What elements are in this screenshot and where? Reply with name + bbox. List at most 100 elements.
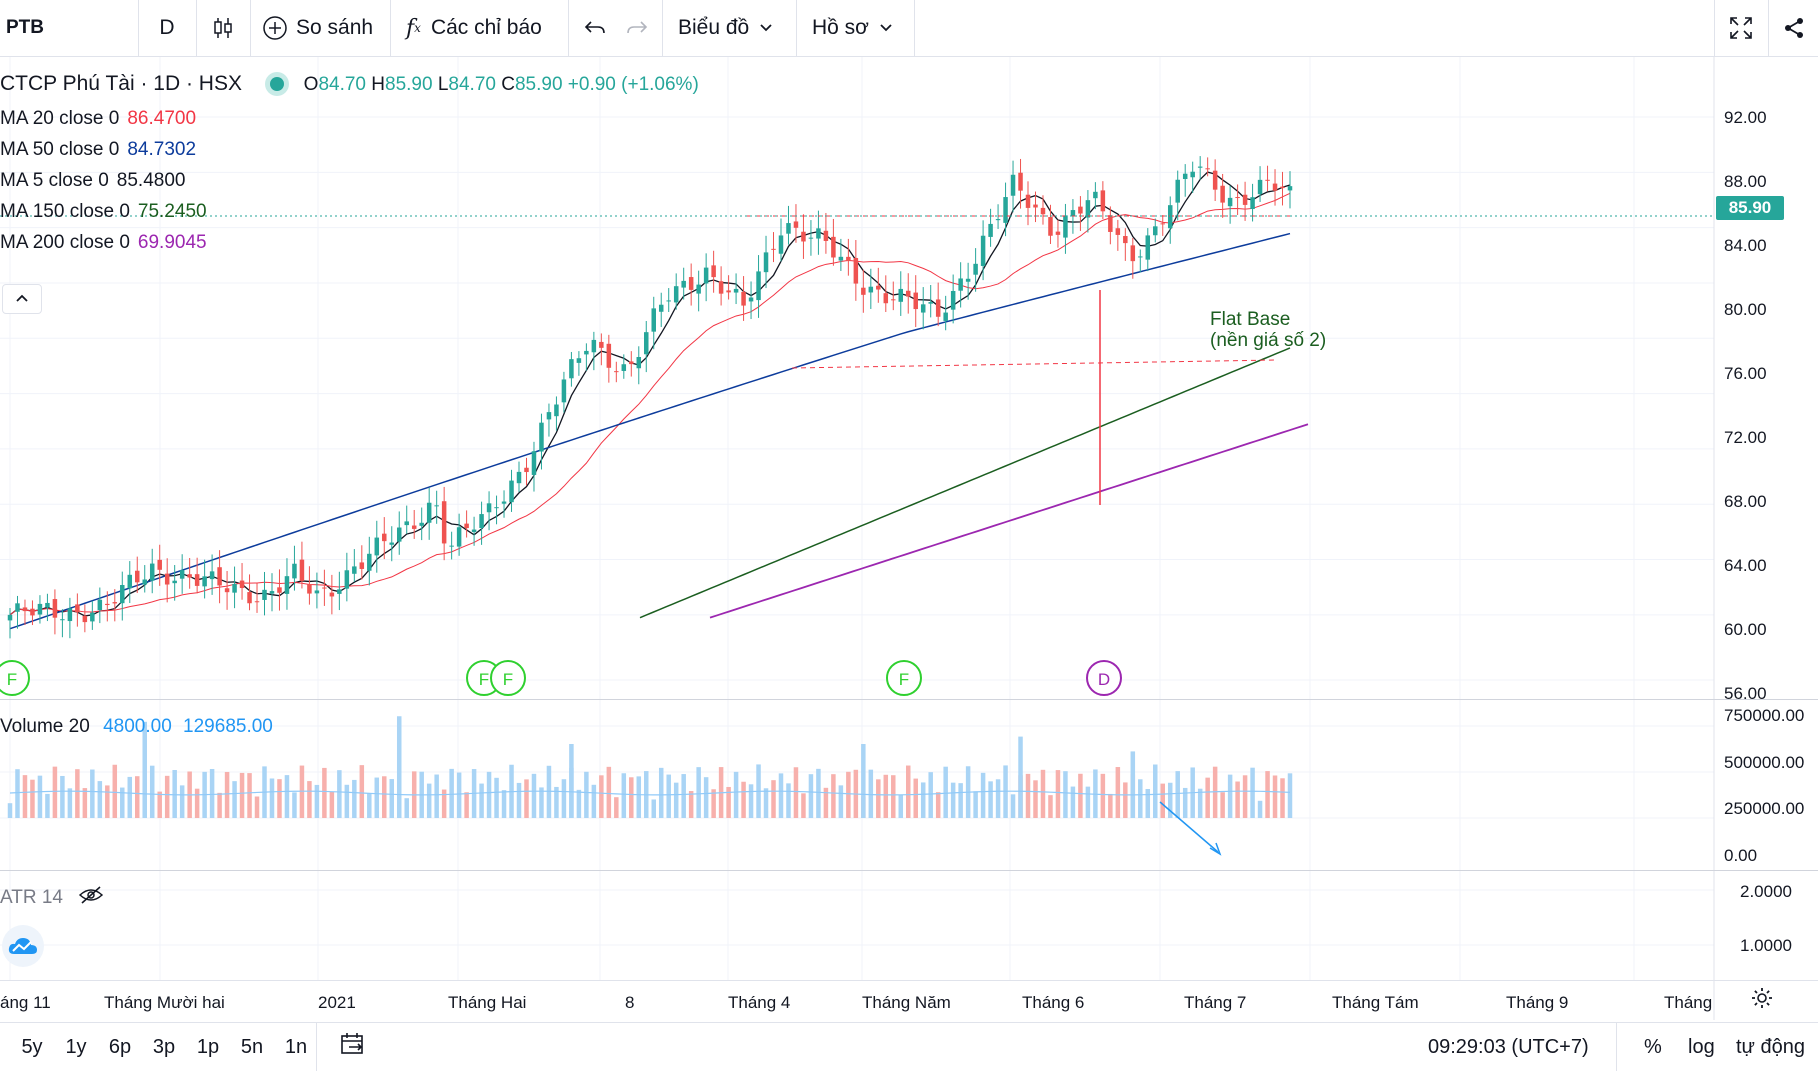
undo-button[interactable] — [578, 0, 612, 56]
atr-label[interactable]: ATR 14 — [0, 887, 64, 909]
candle-body — [382, 533, 387, 542]
candle-body — [711, 265, 716, 278]
indicators-label: Các chỉ báo — [430, 16, 542, 39]
volume-bar — [1123, 782, 1128, 818]
auto-scale-button[interactable]: tự động — [1736, 1023, 1805, 1071]
candle-body — [606, 343, 612, 368]
time-tick-label: Tháng Năm — [862, 993, 951, 1012]
share-icon — [1782, 16, 1806, 40]
volume-bar — [861, 744, 866, 818]
candle-body — [920, 304, 926, 313]
flat-base-annotation[interactable]: Flat Base (nền giá số 2) — [1210, 309, 1326, 351]
ma-legend-item[interactable]: MA 20 close 0 86.4700 — [0, 108, 196, 130]
ma-legend-item[interactable]: MA 5 close 0 85.4800 — [0, 170, 185, 192]
range-button-5y[interactable]: 5y — [21, 1035, 43, 1058]
candle-body — [172, 580, 177, 584]
compare-button[interactable]: So sánh — [262, 0, 382, 56]
volume-bar — [434, 774, 439, 818]
candle-body — [913, 292, 918, 310]
hidden-eye-icon[interactable] — [78, 886, 104, 910]
interval-button[interactable]: D — [140, 0, 194, 56]
ma-legend-item[interactable]: MA 50 close 0 84.7302 — [0, 139, 196, 161]
volume-bar — [696, 767, 701, 818]
volume-bar — [37, 775, 43, 818]
collapse-legend-button[interactable] — [2, 284, 42, 314]
volume-bar — [599, 775, 604, 818]
chart-settings-button[interactable] — [1750, 986, 1774, 1015]
volume-bar — [52, 766, 58, 818]
candle-body — [935, 299, 941, 317]
candle-body — [853, 257, 859, 284]
volume-bar — [284, 775, 290, 818]
range-button-3p[interactable]: 3p — [152, 1035, 176, 1058]
fullscreen-button[interactable] — [1716, 0, 1766, 56]
volume-bar — [1138, 779, 1143, 818]
chevron-down-icon — [879, 23, 893, 33]
range-button-1n[interactable]: 1n — [284, 1035, 308, 1058]
range-button-1p[interactable]: 1p — [196, 1035, 220, 1058]
symbol-title[interactable]: CTCP Phú Tài · 1D · HSX — [0, 72, 242, 95]
pane-separator[interactable] — [0, 699, 1818, 700]
ma-legend-item[interactable]: MA 200 close 0 69.9045 — [0, 232, 207, 254]
price-tick-label: 92.00 — [1724, 108, 1767, 127]
candle-body — [30, 608, 35, 616]
redo-button[interactable] — [620, 0, 654, 56]
volume-bar — [973, 791, 978, 818]
candle-body — [120, 585, 125, 604]
volume-bar — [1100, 773, 1106, 818]
interval-label: D — [159, 16, 175, 39]
candle-body — [1108, 215, 1113, 232]
ma-value: 86.4700 — [127, 108, 197, 129]
high-value: 85.90 — [385, 74, 433, 95]
pane-separator[interactable] — [0, 870, 1818, 871]
volume-bar — [1130, 751, 1136, 818]
candle-body — [950, 290, 956, 310]
range-button-6p[interactable]: 6p — [108, 1035, 132, 1058]
candle-body — [958, 278, 963, 291]
symbol-search[interactable]: PTB — [6, 0, 136, 56]
log-scale-button[interactable]: log — [1688, 1023, 1715, 1071]
annotation-line-1: Flat Base — [1210, 309, 1291, 330]
candle-body — [1257, 179, 1263, 195]
volume-bar — [269, 778, 275, 818]
volume-bar — [307, 781, 312, 818]
volume-bar — [898, 795, 904, 818]
range-button-5n[interactable]: 5n — [240, 1035, 264, 1058]
range-buttons: 5y 1y 6p 3p 1p 5n 1n — [0, 1023, 318, 1071]
chart-grid — [0, 57, 1714, 980]
share-button[interactable] — [1770, 0, 1818, 56]
event-marker-label: F — [7, 670, 17, 689]
volume-bar — [352, 779, 357, 818]
percent-label: % — [1644, 1035, 1662, 1058]
candle-body — [52, 599, 58, 618]
price-tick-label: 76.00 — [1724, 364, 1767, 383]
candle-body — [82, 615, 88, 623]
volume-bar — [254, 796, 260, 818]
volume-bar — [1197, 788, 1203, 818]
volume-bar — [120, 787, 125, 818]
chart-type-dropdown[interactable]: Biểu đồ — [678, 0, 788, 56]
tradingview-logo[interactable] — [2, 925, 44, 967]
volume-bar — [748, 784, 754, 818]
candle-body — [644, 332, 649, 355]
ma-legend-item[interactable]: MA 150 close 0 75.2450 — [0, 201, 207, 223]
volume-bar — [950, 782, 956, 818]
volume-bar — [449, 768, 454, 818]
volume-tick-label: 0.00 — [1724, 845, 1758, 865]
candle-body — [980, 235, 986, 266]
goto-date-button[interactable] — [340, 1023, 366, 1071]
volume-bar — [943, 766, 948, 818]
candle-style-button[interactable] — [198, 0, 248, 56]
volume-label[interactable]: Volume 20 — [0, 716, 90, 737]
gear-icon — [1750, 988, 1774, 1014]
candle-body — [546, 412, 552, 420]
volume-bar — [629, 777, 634, 818]
clock-timezone[interactable]: 09:29:03 (UTC+7) — [1428, 1023, 1589, 1071]
candle-body — [135, 570, 140, 583]
range-button-1y[interactable]: 1y — [65, 1035, 87, 1058]
percent-scale-button[interactable]: % — [1644, 1023, 1662, 1071]
profile-dropdown[interactable]: Hồ sơ — [812, 0, 912, 56]
volume-bar — [1070, 786, 1076, 818]
